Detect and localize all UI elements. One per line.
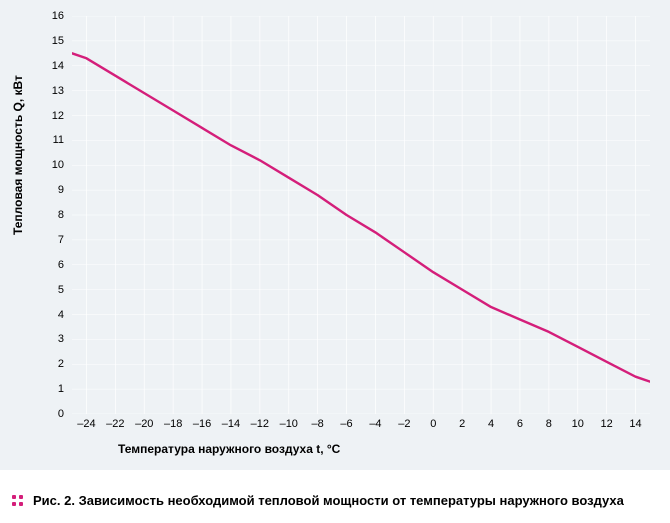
y-tick-label: 9 — [14, 184, 64, 196]
y-tick-label: 4 — [14, 309, 64, 321]
x-tick-label: 6 — [517, 418, 523, 430]
y-tick-label: 3 — [14, 333, 64, 345]
x-tick-label: –6 — [340, 418, 352, 430]
chart-panel: Тепловая мощность Q, кВт 012345678910111… — [0, 0, 670, 470]
y-tick-label: 0 — [14, 408, 64, 420]
y-tick-label: 5 — [14, 284, 64, 296]
x-tick-label: 8 — [546, 418, 552, 430]
x-tick-label: –20 — [135, 418, 153, 430]
y-tick-label: 14 — [14, 60, 64, 72]
chart-svg — [72, 16, 650, 414]
y-tick-label: 8 — [14, 209, 64, 221]
x-tick-label: 2 — [459, 418, 465, 430]
figure-caption: Рис. 2. Зависимость необходимой тепловой… — [33, 493, 624, 508]
x-tick-label: 4 — [488, 418, 494, 430]
plot-area — [72, 16, 650, 414]
x-tick-label: –2 — [398, 418, 410, 430]
x-axis-ticks: –24–22–20–18–16–14–12–10–8–6–4–202468101… — [72, 418, 650, 434]
x-axis-label: Температура наружного воздуха t, °C — [78, 442, 656, 456]
y-tick-label: 7 — [14, 234, 64, 246]
x-tick-label: –18 — [164, 418, 182, 430]
x-axis-label-text: Температура наружного воздуха t, °C — [118, 442, 340, 456]
y-tick-label: 13 — [14, 85, 64, 97]
series-line — [72, 53, 650, 381]
x-tick-label: –4 — [369, 418, 381, 430]
y-tick-label: 11 — [14, 134, 64, 146]
x-tick-label: 10 — [572, 418, 584, 430]
y-tick-label: 16 — [14, 10, 64, 22]
x-tick-label: 12 — [601, 418, 613, 430]
x-tick-label: –16 — [193, 418, 211, 430]
y-tick-label: 2 — [14, 358, 64, 370]
x-tick-label: –14 — [222, 418, 240, 430]
y-tick-label: 10 — [14, 159, 64, 171]
x-tick-label: –12 — [251, 418, 269, 430]
y-tick-label: 1 — [14, 383, 64, 395]
x-tick-label: –10 — [280, 418, 298, 430]
y-tick-label: 15 — [14, 35, 64, 47]
x-tick-label: –24 — [77, 418, 95, 430]
x-tick-label: –22 — [106, 418, 124, 430]
x-tick-label: 0 — [430, 418, 436, 430]
x-tick-label: 14 — [629, 418, 641, 430]
y-axis-ticks: 012345678910111213141516 — [10, 16, 68, 414]
y-tick-label: 6 — [14, 259, 64, 271]
x-tick-label: –8 — [312, 418, 324, 430]
y-tick-label: 12 — [14, 110, 64, 122]
figure-caption-row: Рис. 2. Зависимость необходимой тепловой… — [0, 483, 670, 523]
chart-inner: Тепловая мощность Q, кВт 012345678910111… — [10, 10, 656, 460]
caption-marker-icon — [12, 495, 23, 506]
